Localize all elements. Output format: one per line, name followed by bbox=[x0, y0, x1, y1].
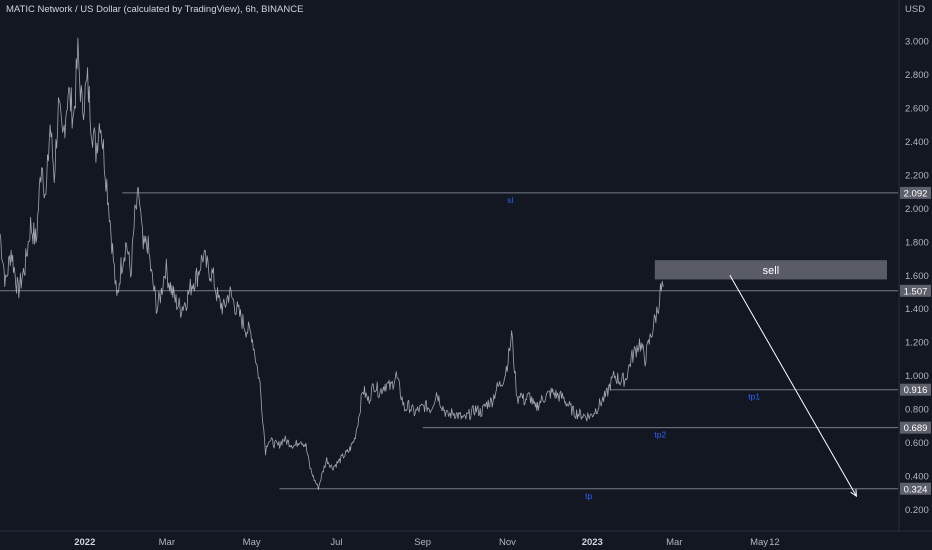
time-tick-label: Nov bbox=[499, 537, 516, 548]
level-price-box bbox=[900, 284, 931, 297]
price-tick-label: 2.400 bbox=[905, 137, 929, 148]
level-price-label: 0.324 bbox=[904, 484, 928, 495]
arrow-head bbox=[850, 489, 857, 498]
chart-title: MATIC Network / US Dollar (calculated by… bbox=[6, 4, 304, 15]
target-arrow bbox=[729, 275, 857, 498]
price-tick-label: 2.800 bbox=[905, 70, 929, 81]
time-tick-label: Mar bbox=[666, 537, 682, 548]
price-tick-label: 2.600 bbox=[905, 103, 929, 114]
chart-grid bbox=[0, 0, 932, 532]
time-tick-label: May bbox=[750, 537, 768, 548]
price-line bbox=[0, 37, 664, 491]
price-tick-label: 0.400 bbox=[905, 472, 929, 483]
time-axis[interactable]: 2022 Mar May Jul Sep Nov 2023 Mar May 12 bbox=[74, 537, 779, 548]
price-tick-label: 1.800 bbox=[905, 237, 929, 248]
price-tick-label: 0.600 bbox=[905, 438, 929, 449]
level-price-label: 0.689 bbox=[904, 423, 928, 434]
price-axis[interactable]: 3.000 2.800 2.600 2.400 2.200 2.000 1.800 1.600… bbox=[905, 37, 929, 517]
price-tick-label: 2.200 bbox=[905, 170, 929, 181]
arrow-shaft bbox=[729, 275, 857, 497]
level-annotation: tp2 bbox=[654, 430, 666, 440]
time-tick-label: Mar bbox=[159, 537, 175, 548]
level-price-label: 0.916 bbox=[904, 385, 928, 396]
price-levels: 2.092 sl 1.507 0.916 tp1 0.689 tp2 0.324 tp bbox=[0, 186, 931, 501]
price-tick-label: 1.600 bbox=[905, 271, 929, 282]
time-tick-label: 2022 bbox=[74, 537, 95, 548]
level-price-box bbox=[900, 482, 931, 495]
price-tick-label: 0.200 bbox=[905, 505, 929, 516]
sell-zone: sell bbox=[654, 260, 887, 280]
level-price-box bbox=[900, 383, 931, 396]
price-tick-label: 2.000 bbox=[905, 204, 929, 215]
level-price-box bbox=[900, 186, 931, 199]
currency-label: USD bbox=[905, 4, 925, 15]
price-tick-label: 1.000 bbox=[905, 371, 929, 382]
level-price-box bbox=[900, 421, 931, 434]
level-annotation: sl bbox=[507, 195, 513, 205]
time-tick-label: May bbox=[243, 537, 261, 548]
level-annotation: tp bbox=[585, 491, 592, 501]
level-annotation: tp1 bbox=[748, 392, 760, 402]
time-tick-label: Jul bbox=[330, 537, 342, 548]
price-tick-label: 1.400 bbox=[905, 304, 929, 315]
price-tick-label: 1.200 bbox=[905, 338, 929, 349]
level-price-label: 1.507 bbox=[904, 286, 928, 297]
price-series bbox=[0, 37, 664, 491]
time-tick-label: 2023 bbox=[582, 537, 603, 548]
sell-zone-box bbox=[654, 260, 887, 280]
level-price-label: 2.092 bbox=[904, 188, 928, 199]
price-tick-label: 0.800 bbox=[905, 405, 929, 416]
sell-zone-label: sell bbox=[763, 265, 780, 277]
time-tick-label: Sep bbox=[414, 537, 431, 548]
time-tick-label: 12 bbox=[769, 537, 780, 548]
price-tick-label: 3.000 bbox=[905, 37, 929, 48]
